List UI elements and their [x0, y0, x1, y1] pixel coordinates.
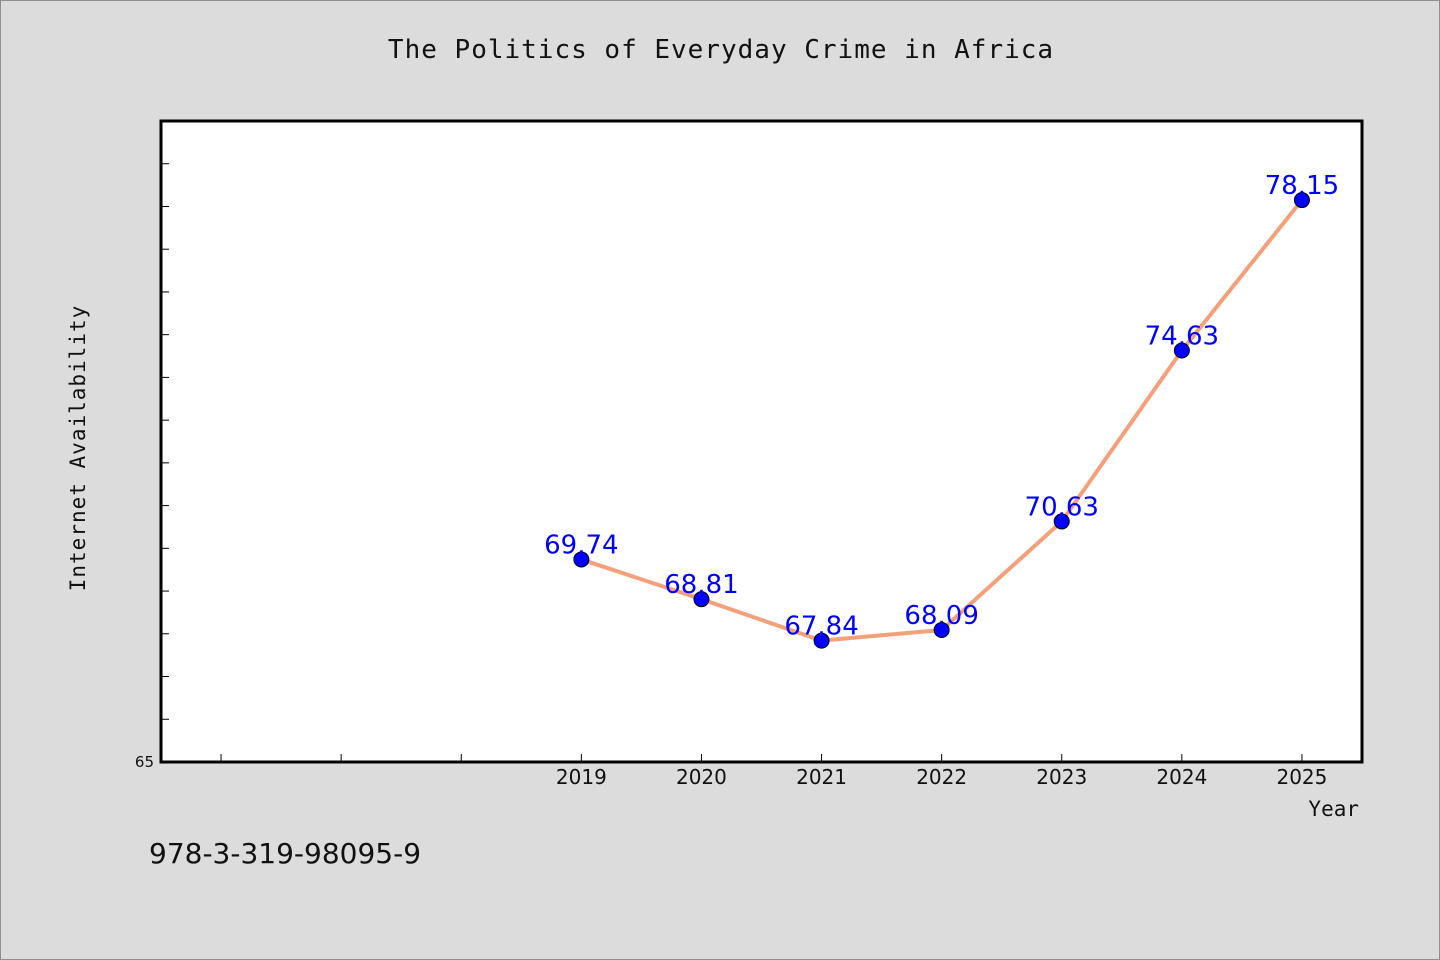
y-tick-label: 65: [135, 753, 154, 771]
chart-title: The Politics of Everyday Crime in Africa: [387, 35, 1055, 65]
isbn-footer: 978-3-319-98095-9: [149, 837, 422, 870]
x-axis-label: Year: [1308, 797, 1359, 821]
data-label: 70.63: [1025, 492, 1099, 522]
data-label: 69.74: [544, 530, 618, 560]
data-point: [693, 591, 710, 608]
series-layer: [573, 192, 1310, 649]
data-point: [813, 632, 830, 649]
data-point: [1173, 342, 1190, 359]
data-labels: 69.74 68.81 67.84 68.09 70.63 74.63 78.15: [544, 171, 1339, 642]
x-tick-label: 2023: [1036, 765, 1087, 789]
data-label: 74.63: [1145, 321, 1219, 351]
x-tick-label: 2022: [916, 765, 967, 789]
x-tick-label: 2019: [556, 765, 607, 789]
data-label: 78.15: [1265, 171, 1339, 201]
data-label: 68.09: [904, 601, 978, 631]
y-axis-ticks: 65: [135, 120, 169, 771]
data-point: [1053, 513, 1070, 530]
plot-area: [159, 119, 1364, 764]
data-label: 67.84: [784, 612, 858, 642]
x-tick-label: 2025: [1276, 765, 1327, 789]
data-point: [1293, 192, 1310, 209]
data-label: 68.81: [664, 570, 738, 600]
x-tick-label: 2021: [796, 765, 847, 789]
x-axis-ticks: 2019 2020 2021 2022 2023 2024 2025: [220, 754, 1327, 789]
x-tick-label: 2020: [676, 765, 727, 789]
data-point: [573, 551, 590, 568]
x-tick-label: 2024: [1156, 765, 1207, 789]
data-point: [933, 621, 950, 638]
